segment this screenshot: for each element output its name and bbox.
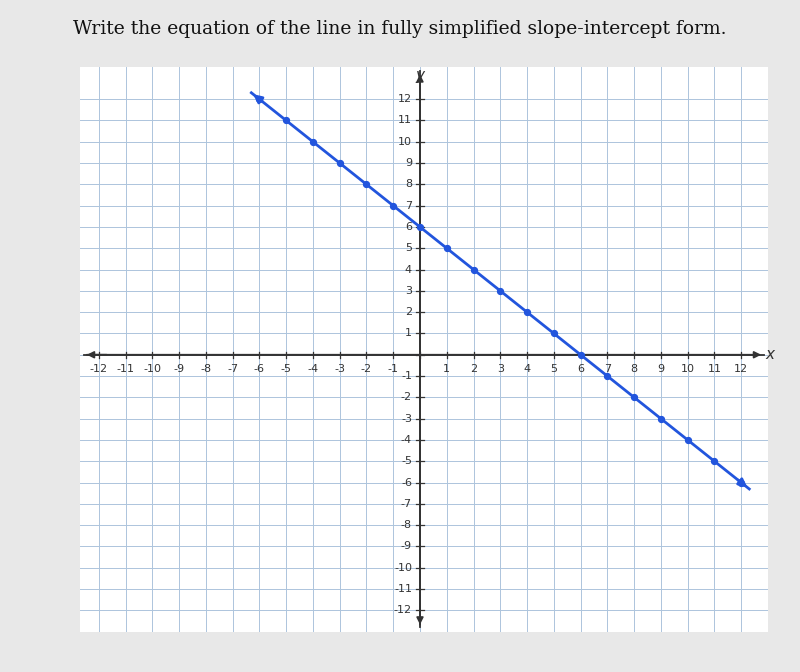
Text: -6: -6: [401, 478, 412, 488]
Text: 7: 7: [604, 364, 611, 374]
Point: [601, 371, 614, 382]
Text: 10: 10: [681, 364, 694, 374]
Text: -9: -9: [174, 364, 185, 374]
Text: -5: -5: [401, 456, 412, 466]
Text: 1: 1: [405, 329, 412, 339]
Point: [387, 200, 400, 211]
Text: y: y: [415, 69, 425, 83]
Point: [574, 349, 587, 360]
Text: 3: 3: [497, 364, 504, 374]
Point: [334, 158, 346, 169]
Text: 8: 8: [630, 364, 638, 374]
Text: -11: -11: [394, 584, 412, 594]
Text: 12: 12: [734, 364, 748, 374]
Text: -3: -3: [401, 414, 412, 423]
Point: [628, 392, 641, 403]
Text: -10: -10: [143, 364, 162, 374]
Text: -1: -1: [401, 371, 412, 381]
Point: [682, 435, 694, 446]
Text: 11: 11: [398, 116, 412, 126]
Text: 7: 7: [405, 201, 412, 210]
Text: 2: 2: [470, 364, 477, 374]
Text: -4: -4: [307, 364, 318, 374]
Point: [521, 307, 534, 318]
Text: 3: 3: [405, 286, 412, 296]
Text: -6: -6: [254, 364, 265, 374]
Point: [547, 328, 560, 339]
Text: 2: 2: [405, 307, 412, 317]
Text: 5: 5: [550, 364, 558, 374]
Text: -2: -2: [401, 392, 412, 403]
Point: [494, 286, 506, 296]
Text: 8: 8: [405, 179, 412, 190]
Text: -5: -5: [281, 364, 292, 374]
Text: -2: -2: [361, 364, 372, 374]
Text: 5: 5: [405, 243, 412, 253]
Text: 6: 6: [405, 222, 412, 232]
Point: [253, 94, 266, 105]
Point: [735, 477, 748, 488]
Text: 9: 9: [658, 364, 665, 374]
Text: -3: -3: [334, 364, 345, 374]
Text: -7: -7: [227, 364, 238, 374]
Text: -1: -1: [388, 364, 398, 374]
Text: -4: -4: [401, 435, 412, 445]
Point: [708, 456, 721, 466]
Text: -10: -10: [394, 562, 412, 573]
Text: -7: -7: [401, 499, 412, 509]
Text: 4: 4: [523, 364, 530, 374]
Text: 9: 9: [405, 158, 412, 168]
Text: 4: 4: [405, 265, 412, 275]
Text: 11: 11: [707, 364, 722, 374]
Point: [360, 179, 373, 190]
Point: [306, 136, 319, 147]
Text: x: x: [766, 347, 775, 362]
Text: -9: -9: [401, 542, 412, 552]
Text: Write the equation of the line in fully simplified slope-intercept form.: Write the equation of the line in fully …: [74, 20, 726, 38]
Point: [467, 264, 480, 275]
Text: -12: -12: [90, 364, 108, 374]
Text: 10: 10: [398, 137, 412, 146]
Text: 12: 12: [398, 94, 412, 104]
Text: -8: -8: [401, 520, 412, 530]
Text: 6: 6: [577, 364, 584, 374]
Point: [654, 413, 667, 424]
Text: -11: -11: [117, 364, 134, 374]
Point: [280, 115, 293, 126]
Text: -8: -8: [200, 364, 211, 374]
Point: [440, 243, 453, 253]
Text: 1: 1: [443, 364, 450, 374]
Text: -12: -12: [394, 605, 412, 616]
Point: [414, 222, 426, 233]
